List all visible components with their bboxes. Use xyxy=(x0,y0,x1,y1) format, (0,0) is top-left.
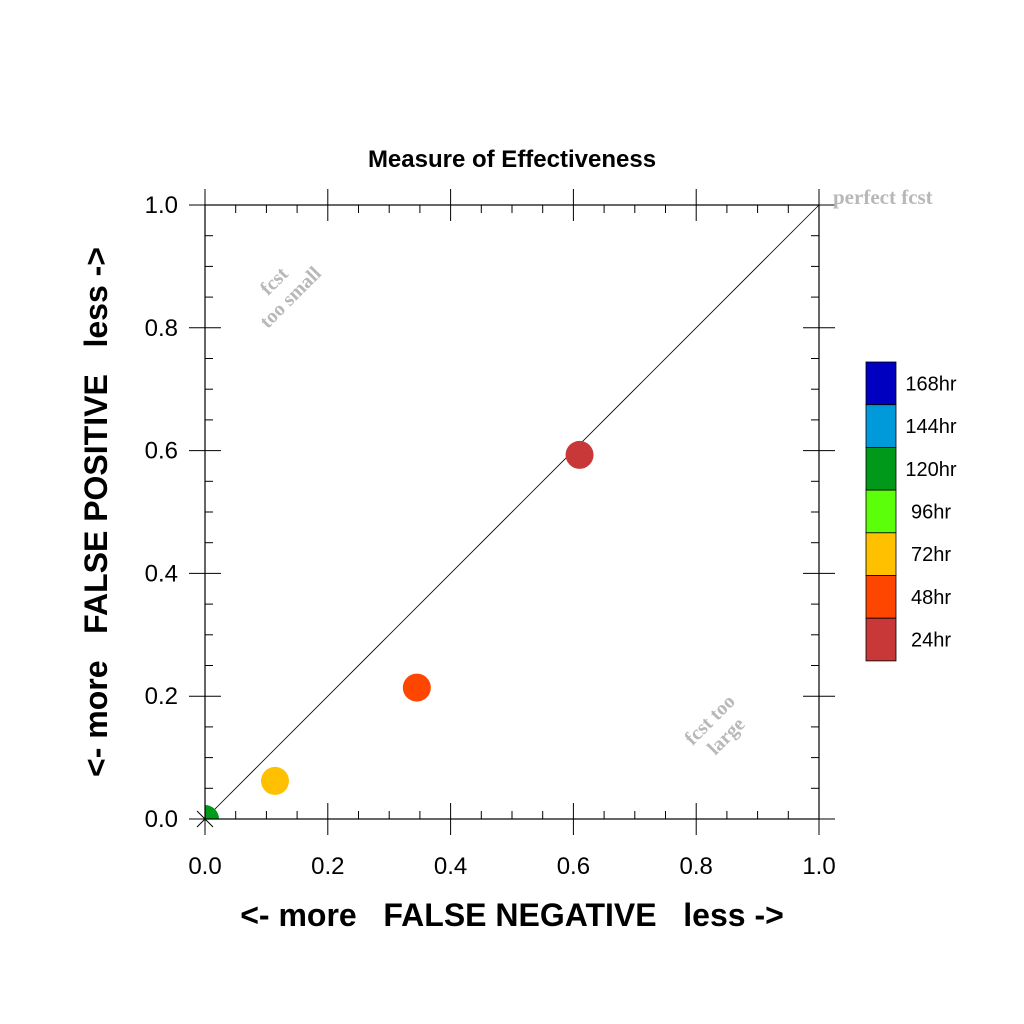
data-point-24hr xyxy=(565,440,594,469)
chart-title: Measure of Effectiveness xyxy=(368,146,656,173)
y-axis-label: <- more FALSE POSITIVE less -> xyxy=(78,247,114,777)
data-point-120hr xyxy=(205,805,219,819)
perfect-forecast-annotation: perfect fcst xyxy=(833,185,933,209)
x-tick-label: 0.2 xyxy=(311,853,344,880)
legend-swatch-24hr xyxy=(865,617,897,662)
y-tick-label: 0.4 xyxy=(145,560,178,587)
x-tick-label: 0.4 xyxy=(434,853,467,880)
legend-label-72hr: 72hr xyxy=(911,544,951,566)
legend-swatch-72hr xyxy=(865,532,897,576)
legend-swatch-48hr xyxy=(865,575,897,619)
legend-label-120hr: 120hr xyxy=(905,459,956,481)
too-large-annotation: fcst too large xyxy=(681,691,750,760)
y-tick-label: 0.6 xyxy=(145,438,178,465)
legend-label-144hr: 144hr xyxy=(905,416,956,438)
legend-swatch-96hr xyxy=(865,489,897,534)
x-tick-label: 0.6 xyxy=(557,853,590,880)
x-tick-label: 0.8 xyxy=(680,853,713,880)
y-tick-label: 0.0 xyxy=(145,806,178,833)
legend-swatch-144hr xyxy=(865,404,897,448)
x-axis-label: <- more FALSE NEGATIVE less -> xyxy=(240,897,784,933)
data-point-72hr xyxy=(260,766,289,795)
too-small-annotation: fcst too small xyxy=(256,262,326,332)
legend-label-168hr: 168hr xyxy=(905,373,956,395)
legend-label-24hr: 24hr xyxy=(911,630,951,652)
y-tick-label: 0.2 xyxy=(145,683,178,710)
y-tick-labels: 0.0 0.2 0.4 0.6 0.8 1.0 xyxy=(145,192,178,833)
y-tick-label: 0.8 xyxy=(145,315,178,342)
lead-time-legend: 168hr 144hr 120hr 96hr 72hr 48hr 24hr xyxy=(865,361,957,662)
plot-frame xyxy=(204,204,820,820)
legend-label-96hr: 96hr xyxy=(911,501,951,523)
data-points xyxy=(205,440,594,819)
legend-label-48hr: 48hr xyxy=(911,587,951,609)
data-point-48hr xyxy=(402,673,431,702)
legend-swatch-168hr xyxy=(865,361,897,406)
x-tick-label: 1.0 xyxy=(802,853,835,880)
legend-swatch-120hr xyxy=(865,446,897,491)
x-tick-label: 0.0 xyxy=(188,853,221,880)
x-tick-labels: 0.0 0.2 0.4 0.6 0.8 1.0 xyxy=(188,853,835,880)
perfect-forecast-diagonal xyxy=(204,204,820,820)
y-tick-label: 1.0 xyxy=(145,192,178,219)
